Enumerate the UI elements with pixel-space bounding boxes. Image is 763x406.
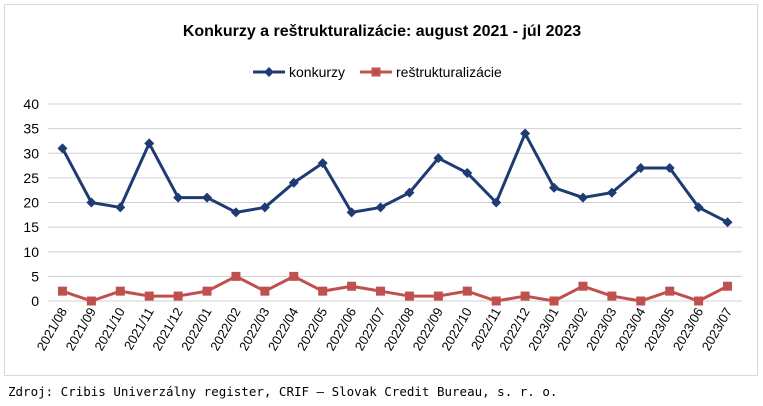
data-point xyxy=(259,202,270,213)
source-note: Zdroj: Cribis Univerzálny register, CRIF… xyxy=(8,384,558,399)
data-point xyxy=(404,187,415,198)
data-point xyxy=(549,296,559,306)
data-point xyxy=(346,207,357,218)
data-point xyxy=(318,286,328,296)
series-line xyxy=(61,132,729,224)
y-tick-label: 10 xyxy=(23,244,39,260)
data-point xyxy=(462,286,472,296)
legend-marker xyxy=(371,67,381,77)
y-tick-label: 5 xyxy=(31,268,39,284)
data-point xyxy=(289,271,299,281)
data-point xyxy=(230,207,241,218)
legend-item: konkurzy xyxy=(253,64,345,80)
data-point xyxy=(86,197,97,208)
data-point xyxy=(520,291,530,301)
legend-label: konkurzy xyxy=(289,64,345,80)
data-point xyxy=(260,286,270,296)
data-point xyxy=(115,286,125,296)
legend: konkurzy reštrukturalizácie xyxy=(253,64,502,80)
y-tick-label: 25 xyxy=(23,170,39,186)
data-point xyxy=(231,271,241,281)
chart-title: Konkurzy a reštrukturalizácie: august 20… xyxy=(183,23,581,40)
legend-label: reštrukturalizácie xyxy=(396,64,502,80)
data-point xyxy=(635,163,646,174)
data-point xyxy=(694,296,704,306)
x-axis: 2021/082021/092021/102021/112021/122022/… xyxy=(34,305,736,353)
data-point xyxy=(202,286,212,296)
series-square xyxy=(57,271,733,306)
data-point xyxy=(491,197,502,208)
data-point xyxy=(607,291,617,301)
series-line xyxy=(61,274,729,303)
data-point xyxy=(606,187,617,198)
y-axis: 0 5 10 15 20 25 30 35 40 xyxy=(23,96,39,309)
data-point xyxy=(462,167,473,178)
data-point xyxy=(173,291,183,301)
line-chart: Konkurzy a reštrukturalizácie: august 20… xyxy=(23,23,742,353)
y-tick-label: 35 xyxy=(23,121,39,137)
data-point xyxy=(115,202,126,213)
chart-frame: Konkurzy a reštrukturalizácie: august 20… xyxy=(4,4,758,376)
data-point xyxy=(723,281,733,291)
data-point xyxy=(173,192,184,203)
gridlines xyxy=(48,103,742,302)
y-tick-label: 30 xyxy=(23,145,39,161)
data-point xyxy=(317,158,328,169)
data-point xyxy=(722,217,733,228)
data-point xyxy=(433,291,443,301)
data-point xyxy=(491,296,501,306)
data-point xyxy=(375,202,386,213)
data-point xyxy=(549,182,560,193)
y-tick-label: 40 xyxy=(23,96,39,112)
y-tick-label: 15 xyxy=(23,219,39,235)
data-point xyxy=(288,177,299,188)
data-point xyxy=(347,281,357,291)
data-point xyxy=(86,296,96,306)
data-point xyxy=(520,128,531,139)
legend-item: reštrukturalizácie xyxy=(360,64,502,80)
legend-marker xyxy=(264,67,274,77)
y-tick-label: 20 xyxy=(23,195,39,211)
data-point xyxy=(404,291,414,301)
y-tick-label: 0 xyxy=(31,293,39,309)
data-point xyxy=(577,192,588,203)
data-point xyxy=(57,286,67,296)
data-point xyxy=(57,143,68,154)
data-point xyxy=(144,138,155,149)
data-point xyxy=(578,281,588,291)
data-point xyxy=(664,163,675,174)
data-point xyxy=(636,296,646,306)
data-point xyxy=(202,192,213,203)
series-diamond xyxy=(57,128,733,228)
data-point xyxy=(376,286,386,296)
data-point xyxy=(433,153,444,164)
data-point xyxy=(144,291,154,301)
data-point xyxy=(693,202,704,213)
series-layer xyxy=(57,128,733,306)
data-point xyxy=(665,286,675,296)
